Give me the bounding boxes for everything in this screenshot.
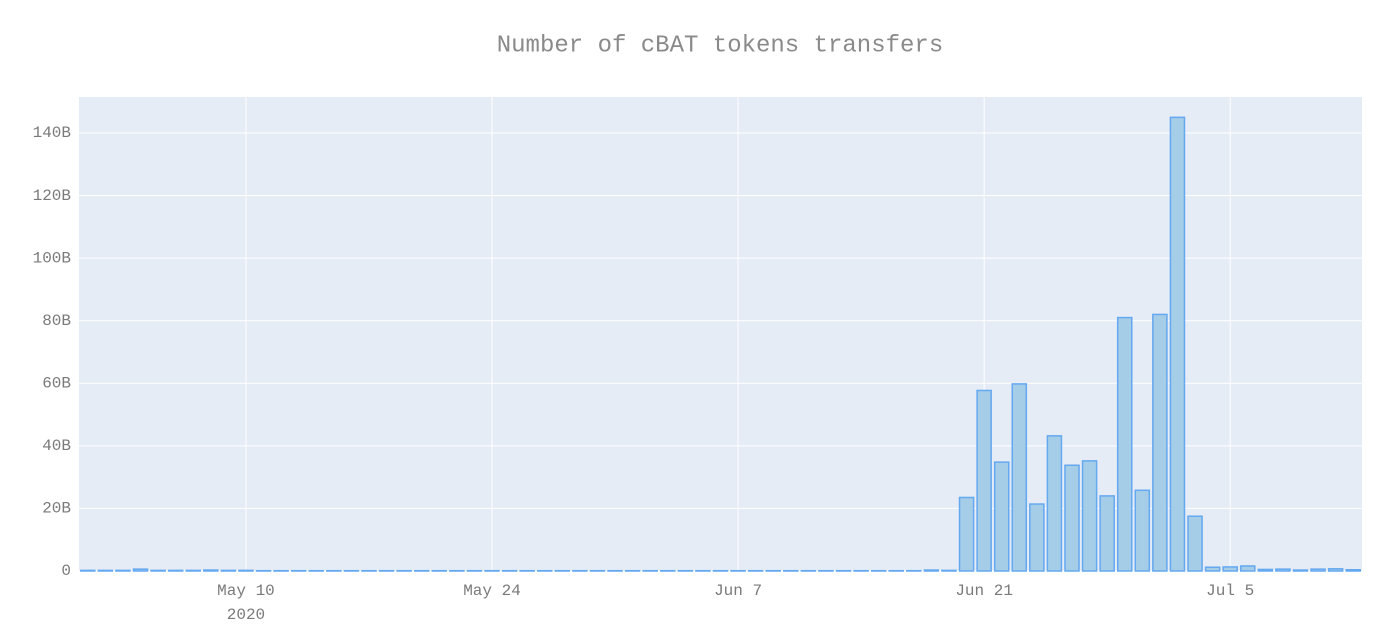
bar <box>1152 313 1168 572</box>
y-tick-label: 120B <box>33 187 71 205</box>
bar <box>1275 568 1291 572</box>
bar <box>1134 489 1151 572</box>
x-tick-label: Jul 5 <box>1206 582 1254 600</box>
bar <box>220 569 237 572</box>
bar <box>993 461 1010 572</box>
y-tick-label: 60B <box>42 374 71 392</box>
x-tick-label: May 10 <box>217 582 275 600</box>
bar <box>203 569 219 572</box>
bar <box>1187 515 1203 572</box>
bar <box>1204 566 1221 572</box>
y-tick-label: 40B <box>42 437 71 455</box>
bar <box>115 569 131 572</box>
plot-area <box>79 97 1362 571</box>
x-tick-label: Jun 7 <box>714 582 762 600</box>
y-tick-label: 140B <box>33 124 71 142</box>
bar <box>1169 116 1186 572</box>
bar <box>1011 383 1028 572</box>
bar <box>238 569 254 572</box>
bar <box>80 569 96 572</box>
y-tick-label: 20B <box>42 500 71 518</box>
bar <box>1099 495 1115 572</box>
x-tick-label: Jun 21 <box>955 582 1013 600</box>
bar <box>923 569 940 572</box>
y-tick-label: 0 <box>61 562 71 580</box>
bar <box>167 569 184 572</box>
bar <box>1239 565 1256 572</box>
bar <box>132 568 149 572</box>
bar <box>1257 568 1274 572</box>
chart-title: Number of cBAT tokens transfers <box>497 32 943 59</box>
bar <box>185 569 202 572</box>
y-tick-label: 100B <box>33 249 71 267</box>
bar <box>97 569 114 572</box>
bar <box>1222 566 1238 572</box>
bar <box>1081 460 1098 572</box>
y-tick-label: 80B <box>42 312 71 330</box>
bar <box>941 569 957 572</box>
bar <box>1064 464 1080 572</box>
bar <box>1029 503 1045 572</box>
bar <box>1327 568 1344 572</box>
bar <box>150 569 166 572</box>
bar <box>1292 569 1309 572</box>
bar <box>1046 435 1063 572</box>
bar <box>1116 316 1133 572</box>
bar <box>1345 568 1361 572</box>
bar <box>958 496 975 572</box>
bar <box>1310 568 1326 572</box>
bar <box>976 389 992 572</box>
x-tick-label: May 24 <box>463 582 521 600</box>
x-tick-year: 2020 <box>227 606 265 624</box>
